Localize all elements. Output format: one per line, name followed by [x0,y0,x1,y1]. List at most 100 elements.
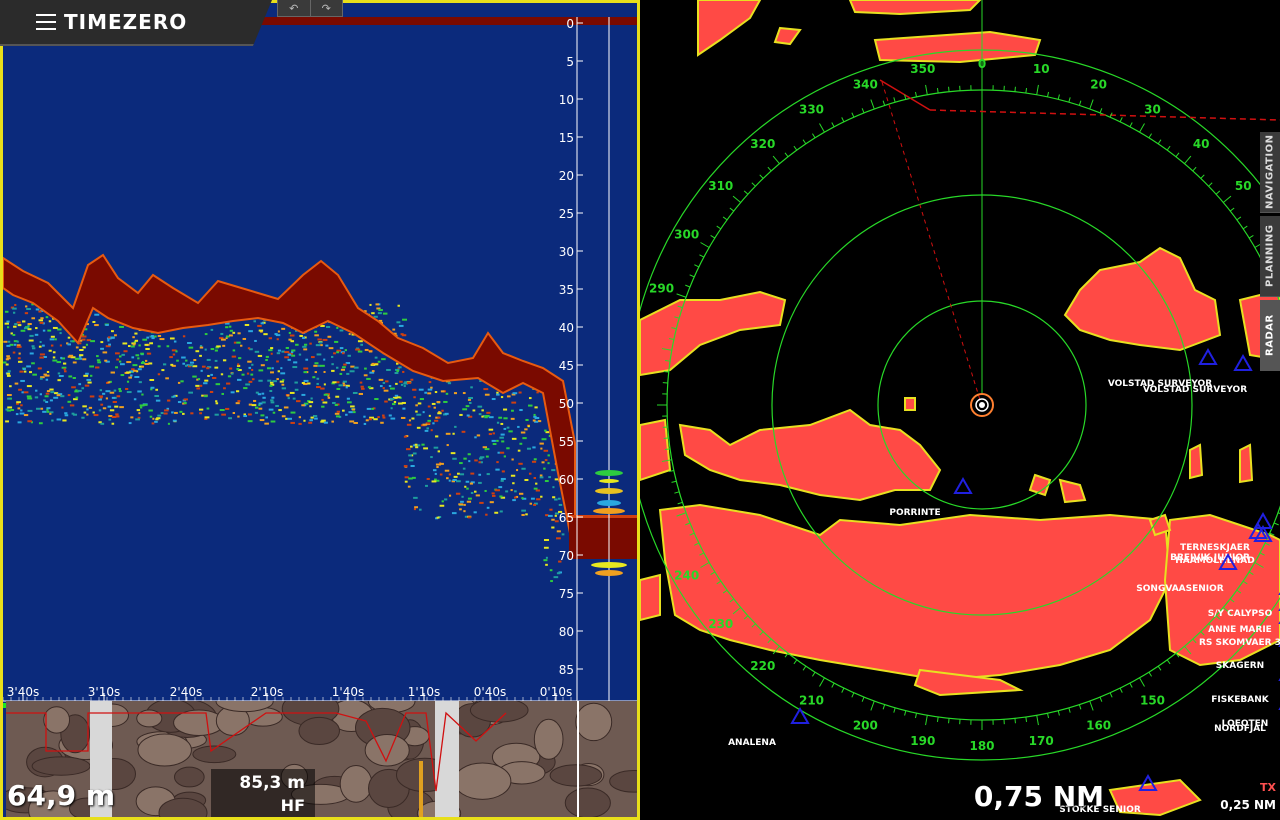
vessel-icon [790,706,810,724]
app-header: TIMEZERO [0,0,272,46]
bearing-label: 320 [750,137,775,151]
bearing-label: 190 [910,734,935,748]
range-readout[interactable]: 0,75 NM [973,780,1104,813]
bearing-label: 340 [853,78,878,92]
vessel-label: ANALENA [728,738,776,748]
vessel-label: TERNESKJAER [1180,543,1250,553]
depth-tick-label: 55 [559,435,574,449]
time-tick-label: 0'40s [474,685,506,699]
depth-tick-label: 0 [566,17,574,31]
bearing-label: 350 [910,62,935,76]
tab-radar[interactable]: RADAR [1260,300,1280,371]
time-axis: 3'40s 3'10s 2'40s 2'10s 1'40s 1'10s 0'40s 0'10s [3,685,572,701]
undo-redo-group: ↶ ↷ [277,0,343,17]
echogram[interactable]: 0 5 10 15 20 25 30 35 40 45 50 55 60 65 70 75 80 85 3'40s… [3,3,637,817]
depth-tick-label: 80 [559,625,574,639]
tab-planning[interactable]: PLANNING [1260,216,1280,297]
bottom-echo [3,253,576,544]
own-ship-icon [970,393,994,417]
vessel-label: LOFOTEN [1222,719,1269,729]
ring-interval-readout: 0,25 NM [1220,798,1276,812]
depth-scale: 0 5 10 15 20 25 30 35 40 45 50 55 60 65 70 75 80 85 [559,17,583,677]
time-tick-label: 2'10s [251,685,283,699]
vessel-label: HAAMOLHENAD [1175,556,1254,566]
bearing-label: 160 [1086,718,1111,732]
depth-tick-label: 40 [559,321,574,335]
bearing-label: 220 [750,659,775,673]
depth-tick-label: 65 [559,511,574,525]
tx-status[interactable]: TX [1260,781,1276,794]
bearing-label: 180 [969,739,994,753]
bearing-label: 170 [1029,734,1054,748]
depth-tick-label: 10 [559,93,574,107]
vessel-icon [1198,347,1218,365]
depth-scale-readout: 85,3 m [239,773,305,793]
sounder-panel[interactable]: 0 5 10 15 20 25 30 35 40 45 50 55 60 65 70 75 80 85 3'40s… [0,0,640,820]
vessel-label: FISKEBANK [1211,695,1269,705]
bearing-label: 50 [1235,179,1252,193]
vessel-label: ANNE MARIE [1208,625,1272,635]
depth-tick-label: 60 [559,473,574,487]
ascope-echoes [591,470,627,576]
radar-display[interactable]: 0 10 20 30 40 50 170 180 190 200 210 220 230 240 290 30… [640,0,1280,820]
undo-icon[interactable]: ↶ [278,0,311,16]
frequency-readout[interactable]: HF [280,796,305,815]
redo-icon[interactable]: ↷ [321,1,331,15]
bottom-discrimination-strip [6,701,637,817]
time-tick-label: 3'10s [88,685,120,699]
vessel-label: SKAGERN [1216,661,1264,671]
vessel-icon [1218,552,1238,570]
time-tick-label: 2'40s [170,685,202,699]
vessel-icon [953,476,973,494]
depth-tick-label: 20 [559,169,574,183]
radar-panel[interactable]: 0 10 20 30 40 50 170 180 190 200 210 220 230 240 290 30… [640,0,1280,820]
bearing-label: 40 [1193,137,1210,151]
depth-tick-label: 30 [559,245,574,259]
vessel-label: RS SKOMVAER 3 [1199,638,1280,648]
depth-tick-label: 45 [559,359,574,373]
vessel-label: S/Y CALYPSO [1208,609,1273,619]
bearing-label: 330 [799,103,824,117]
time-tick-label: 1'10s [408,685,440,699]
vessel-label: PORRINTE [889,508,940,518]
vessel-label: NORDFJAL [1214,724,1266,734]
depth-tick-label: 35 [559,283,574,297]
app-logo: TIMEZERO [64,10,188,34]
vessel-label: BREIVIK JUNIOR [1170,553,1250,563]
bearing-label: 290 [649,281,674,295]
tab-navigation[interactable]: NAVIGATION [1260,132,1280,213]
depth-tick-label: 25 [559,207,574,221]
bearing-label: 30 [1144,103,1161,117]
radar-echoes [640,0,1280,817]
bearing-label: 0 [978,57,986,71]
fish-echoes [3,303,566,583]
bearing-label: 150 [1140,693,1165,707]
bearing-label: 10 [1033,62,1050,76]
time-tick-label: 0'10s [540,685,572,699]
depth-readout: 64,9 m [7,779,116,812]
vessel-label: SONGVAASENIOR [1136,584,1223,594]
hamburger-menu-icon[interactable] [36,14,56,30]
bearing-label: 240 [674,569,699,583]
vessel-label: VOLSTAD SURVEYOR [1108,379,1212,389]
vessel-icon [1248,521,1268,539]
bearing-label: 200 [853,718,878,732]
depth-tick-label: 75 [559,587,574,601]
vessel-icon [1233,353,1253,371]
depth-info-panel: 85,3 m HF [211,769,315,817]
depth-tick-label: 85 [559,663,574,677]
bearing-label: 310 [708,179,733,193]
depth-tick-label: 15 [559,131,574,145]
bearing-label: 210 [799,693,824,707]
vessel-icon [1138,773,1158,791]
bearing-label: 230 [708,617,733,631]
bearing-scale [657,80,1280,730]
depth-tick-label: 50 [559,397,574,411]
vessel-icon [1253,524,1273,542]
bearing-label: 300 [674,228,699,242]
time-tick-label: 3'40s [7,685,39,699]
vessel-label: STOKKE SENIOR [1059,805,1141,815]
bearing-label: 20 [1090,78,1107,92]
